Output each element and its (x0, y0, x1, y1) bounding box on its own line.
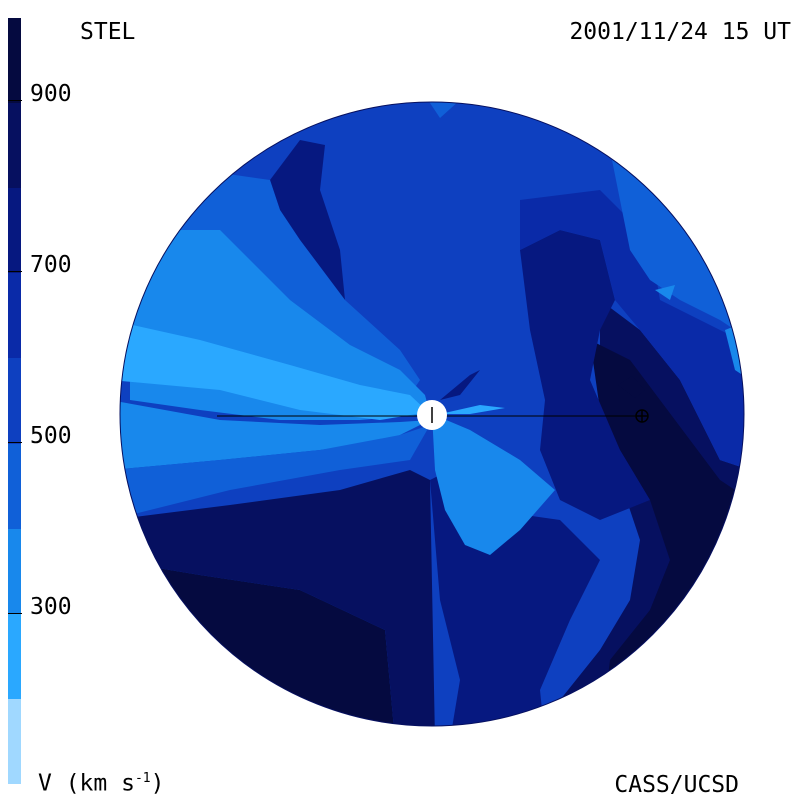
colorbar-segment (8, 528, 21, 614)
region-right-center-700 (520, 230, 650, 520)
colorbar-tick-label: 700 (30, 252, 72, 278)
unit-exponent: -1 (134, 771, 151, 786)
region-top-notch-500 (428, 102, 460, 118)
velocity-colorbar (8, 18, 21, 784)
colorbar-segment (8, 18, 21, 104)
unit-prefix: V (km s (38, 770, 135, 797)
region-left-mid-400 (120, 400, 430, 470)
disc-outline (119, 101, 745, 727)
colorbar-segment (8, 273, 21, 359)
region-right-spot-400 (655, 285, 675, 300)
colorbar-tick-label: 300 (30, 594, 72, 620)
credit-label: CASS/UCSD (614, 772, 739, 798)
region-center-spike-300 (440, 405, 505, 414)
colorbar-segment (8, 698, 21, 784)
region-upper-left-500 (130, 170, 420, 395)
instrument-label: STEL (80, 19, 136, 45)
velocity-disc (120, 102, 744, 726)
region-upper-right-600 (520, 190, 744, 470)
colorbar-segment (8, 358, 21, 444)
region-center-spike-700 (440, 370, 480, 400)
region-lower-left-800 (120, 470, 435, 726)
colorbar-segment (8, 103, 21, 189)
unit-suffix: ) (150, 770, 165, 797)
region-dark-spot-900 (618, 376, 645, 398)
region-lower-wedge-400 (432, 414, 555, 555)
region-left-fan-300 (120, 320, 428, 420)
colorbar-tick-mark (8, 271, 22, 272)
velocity-unit-label: V (km s-1) (38, 772, 164, 796)
region-upper-streak-700 (270, 140, 345, 300)
colorbar-tick-mark (8, 613, 22, 614)
timestamp-label: 2001/11/24 15 UT (569, 19, 791, 45)
colorbar-segment (8, 613, 21, 699)
colorbar-segment (8, 188, 21, 274)
colorbar-segment (8, 443, 21, 529)
colorbar-tick-mark (8, 100, 22, 101)
colorbar-tick-label: 500 (30, 423, 72, 449)
colorbar-tick-mark (8, 442, 22, 443)
region-left-lower-500 (120, 425, 430, 520)
region-far-right-500 (610, 150, 744, 340)
colorbar-tick-label: 900 (30, 81, 72, 107)
